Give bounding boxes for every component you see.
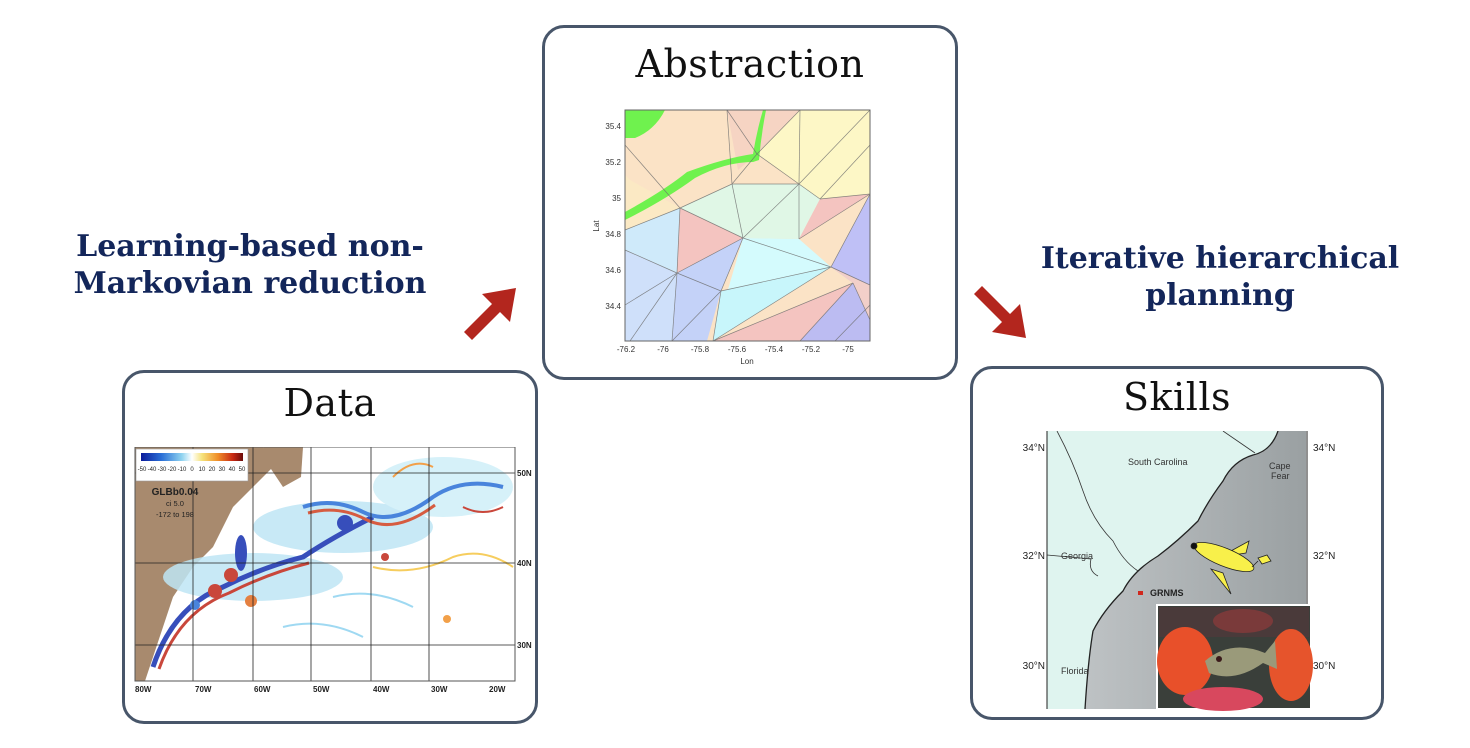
label-cape: Cape <box>1269 461 1291 471</box>
data-card: Data <box>122 370 538 724</box>
x-axis-label: Lon <box>740 357 753 366</box>
x-tick: -75.4 <box>765 345 784 354</box>
lon-tick: 70W <box>195 685 212 694</box>
left-process-label: Learning-based non- Markovian reduction <box>40 228 460 302</box>
legend-tick: -20 <box>168 467 177 473</box>
lon-tick: 20W <box>489 685 506 694</box>
left-process-label-line2: Markovian reduction <box>73 266 427 301</box>
legend-tick: 40 <box>229 467 236 473</box>
data-card-title: Data <box>283 381 377 425</box>
value-range: -172 to 198 <box>156 510 194 519</box>
lon-tick: 30W <box>431 685 448 694</box>
y-axis-label: Lat <box>592 220 601 232</box>
lat-tick: 40N <box>517 559 532 568</box>
x-tick: -75.6 <box>728 345 747 354</box>
y-tick: 35.4 <box>605 122 621 131</box>
legend-tick: -30 <box>158 467 167 473</box>
y-tick: 35.2 <box>605 158 621 167</box>
lon-tick: 50W <box>313 685 330 694</box>
lon-tick: 60W <box>254 685 271 694</box>
label-georgia: Georgia <box>1061 551 1093 561</box>
legend-tick: 10 <box>199 467 206 473</box>
x-tick: -75.2 <box>802 345 821 354</box>
y-tick: 35 <box>612 194 621 203</box>
lat-tick-right: 34°N <box>1313 443 1335 454</box>
coastal-map: 34°N 32°N 30°N 34°N 32°N 30°N South Caro… <box>1023 431 1335 711</box>
right-process-label-line2: planning <box>1145 278 1295 313</box>
arrow-down-right-icon <box>974 286 1026 338</box>
left-process-label-line1: Learning-based non- <box>76 229 424 264</box>
legend-tick: 50 <box>239 467 246 473</box>
y-tick: 34.6 <box>605 266 621 275</box>
lat-tick-left: 34°N <box>1023 443 1045 454</box>
lon-tick: 40W <box>373 685 390 694</box>
lat-tick-right: 32°N <box>1313 551 1335 562</box>
glider-icon <box>1190 540 1272 595</box>
reef-fish-photo <box>1156 604 1313 711</box>
legend-tick: -50 <box>138 467 147 473</box>
lat-tick-left: 30°N <box>1023 661 1045 672</box>
legend-tick: 0 <box>190 467 194 473</box>
legend-tick: 30 <box>219 467 226 473</box>
lat-tick-right: 30°N <box>1313 661 1335 672</box>
skills-card: Skills 34°N 32°N 30°N 34°N 32°N 30°N <box>970 366 1384 720</box>
model-name: GLBb0.04 <box>152 487 199 498</box>
abstraction-card: Abstraction <box>542 25 958 380</box>
x-tick: -76.2 <box>617 345 636 354</box>
label-grnms: GRNMS <box>1150 588 1184 598</box>
label-fear: Fear <box>1271 471 1290 481</box>
label-florida: Florida <box>1061 666 1089 676</box>
x-tick: -75.8 <box>691 345 710 354</box>
legend-tick: 20 <box>209 467 216 473</box>
lat-tick-left: 32°N <box>1023 551 1045 562</box>
ocean-vorticity-map: -50 -40 -30 -20 -10 0 10 20 30 40 50 GLB… <box>134 447 532 694</box>
lon-tick: 80W <box>135 685 152 694</box>
lat-tick: 30N <box>517 641 532 650</box>
y-tick: 34.8 <box>605 230 621 239</box>
right-process-label-line1: Iterative hierarchical <box>1040 241 1400 276</box>
triangulation-plot: 35.4 35.2 35 34.8 34.6 34.4 -76.2 -76 -7… <box>592 109 871 366</box>
legend-tick: -40 <box>148 467 157 473</box>
abstraction-card-title: Abstraction <box>635 42 865 86</box>
label-south-carolina: South Carolina <box>1128 457 1188 467</box>
x-tick: -76 <box>657 345 669 354</box>
y-tick: 34.4 <box>605 302 621 311</box>
contour-interval: ci 5.0 <box>166 499 184 508</box>
skills-card-title: Skills <box>1122 375 1232 419</box>
arrow-up-right-icon <box>464 288 516 340</box>
x-tick: -75 <box>842 345 854 354</box>
legend-tick: -10 <box>178 467 187 473</box>
right-process-label: Iterative hierarchical planning <box>1000 240 1440 314</box>
lat-tick: 50N <box>517 469 532 478</box>
